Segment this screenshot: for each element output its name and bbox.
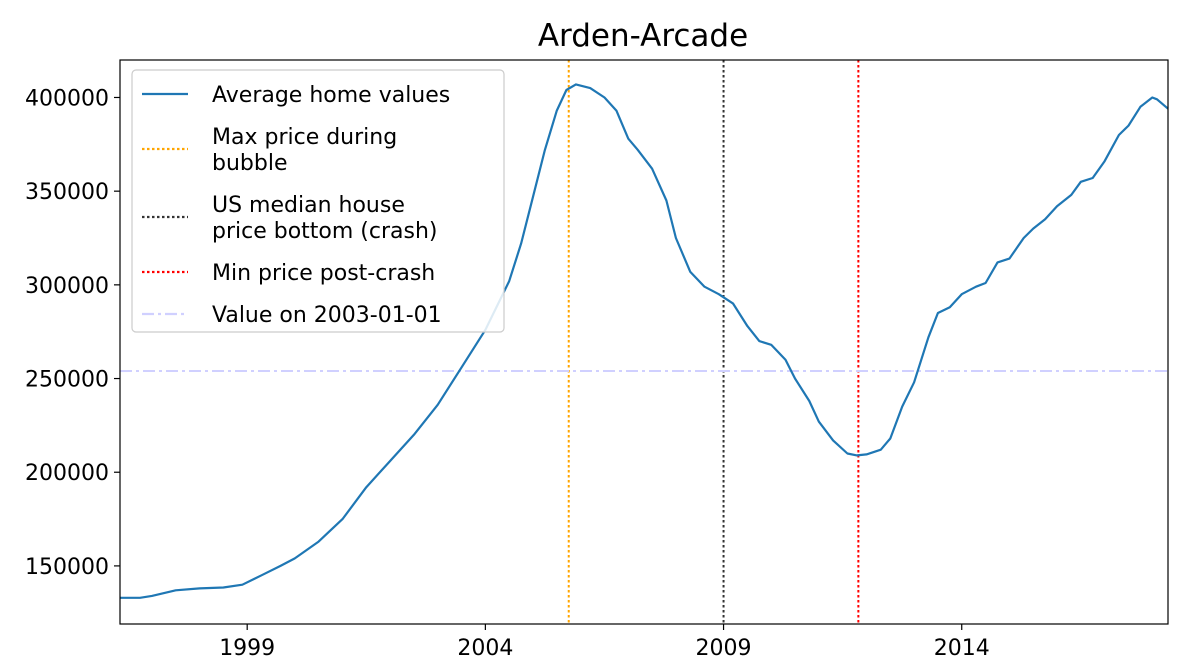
legend-label: US median house: [212, 193, 405, 218]
legend-box: [131, 69, 505, 333]
x-tick-label: 1999: [219, 636, 275, 661]
y-tick-label: 400000: [25, 86, 109, 111]
x-tick-label: 2009: [696, 636, 752, 661]
y-tick-label: 200000: [25, 461, 109, 486]
legend: Average home values Max price duringbubbl…: [131, 69, 505, 333]
plot-area: [120, 60, 1169, 624]
legend-label: Value on 2003-01-01: [212, 303, 442, 328]
series-line: [120, 83, 1169, 599]
y-tick-label: 300000: [25, 274, 109, 299]
x-tick-label: 2014: [934, 636, 990, 661]
legend-label: Max price during: [212, 125, 397, 150]
legend-label: price bottom (crash): [212, 219, 438, 244]
legend-label: Min price post-crash: [212, 261, 435, 286]
axes: 1999 2004 2009 2014 150000 200000 250000 300000…: [25, 59, 1169, 661]
plot-frame: [119, 59, 1169, 625]
y-tick-label: 150000: [25, 555, 109, 580]
y-tick-label: 250000: [25, 368, 109, 393]
y-tick-label: 350000: [25, 180, 109, 205]
x-tick-label: 2004: [457, 636, 513, 661]
legend-label: Average home values: [212, 83, 450, 108]
legend-label: bubble: [212, 151, 288, 176]
chart-title: Arden-Arcade: [538, 18, 748, 54]
